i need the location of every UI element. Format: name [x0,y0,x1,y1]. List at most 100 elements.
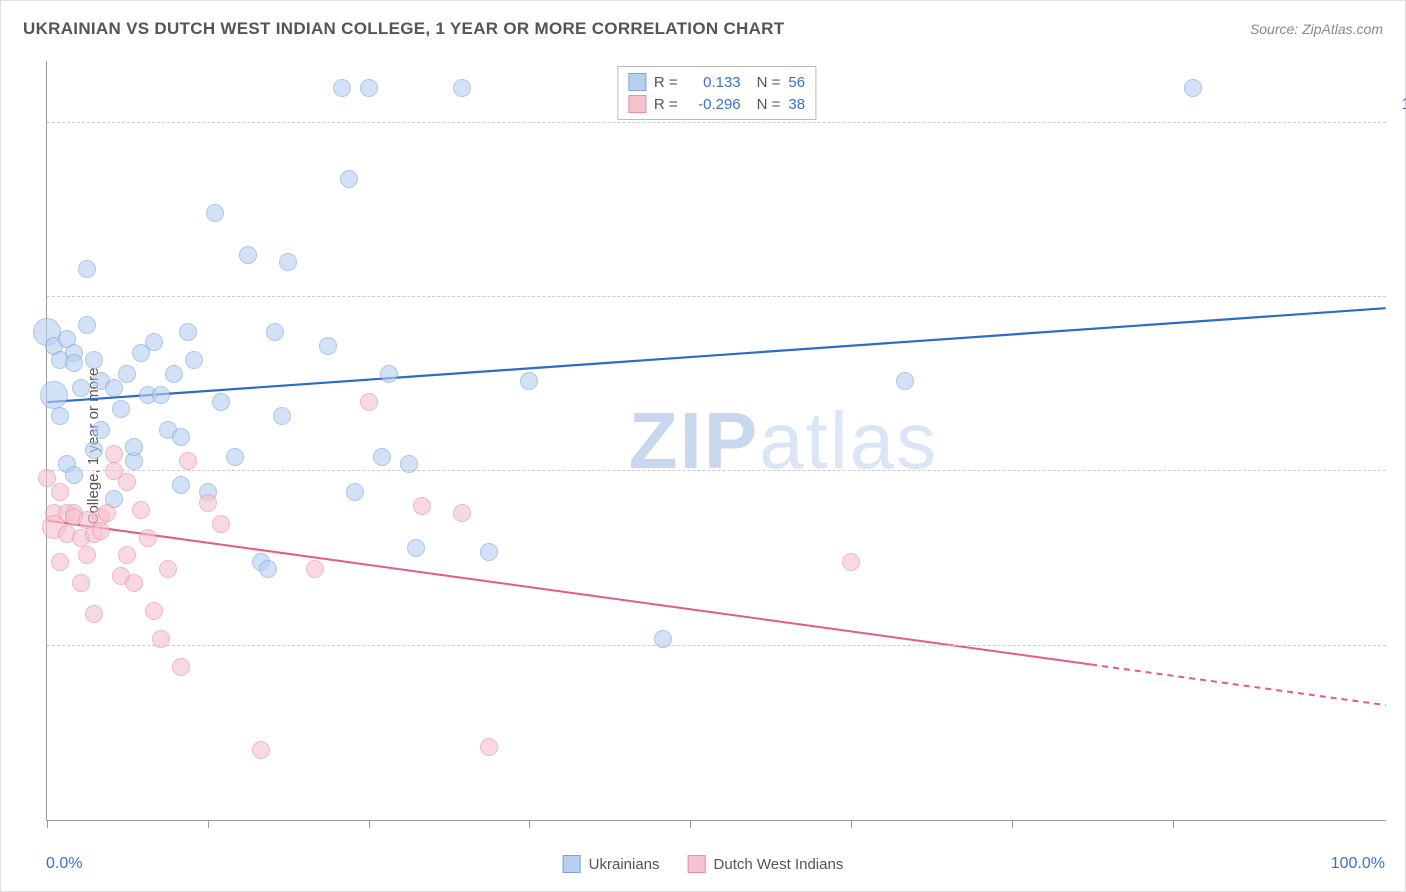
scatter-point [212,515,230,533]
n-label: N = [757,96,781,113]
source-text: Source: ZipAtlas.com [1250,21,1383,37]
scatter-point [72,379,90,397]
scatter-point [51,483,69,501]
scatter-point [319,337,337,355]
scatter-point [212,393,230,411]
legend-stat-row: R = -0.296 N = 38 [628,93,805,115]
scatter-point [1184,79,1202,97]
scatter-point [407,539,425,557]
scatter-point [51,407,69,425]
scatter-point [373,448,391,466]
x-tick [47,820,48,828]
legend-series-item: Dutch West Indians [688,855,844,873]
scatter-point [380,365,398,383]
scatter-point [92,421,110,439]
legend-swatch [628,73,646,91]
x-tick [208,820,209,828]
y-tick-label: 50.0% [1396,444,1406,462]
y-tick-label: 75.0% [1396,270,1406,288]
scatter-point [165,365,183,383]
scatter-point [185,351,203,369]
scatter-point [118,365,136,383]
scatter-point [40,381,68,409]
legend-series-item: Ukrainians [563,855,660,873]
scatter-point [118,473,136,491]
scatter-point [118,546,136,564]
scatter-point [266,323,284,341]
scatter-point [78,546,96,564]
chart-title: UKRAINIAN VS DUTCH WEST INDIAN COLLEGE, … [23,19,784,39]
scatter-point [172,476,190,494]
scatter-point [152,630,170,648]
scatter-point [179,452,197,470]
scatter-point [159,560,177,578]
r-value: -0.296 [686,96,741,113]
legend-swatch [628,95,646,113]
x-axis-max-label: 100.0% [1331,855,1385,873]
scatter-point [279,253,297,271]
scatter-point [132,501,150,519]
scatter-point [896,372,914,390]
r-value: 0.133 [686,74,741,91]
scatter-point [98,504,116,522]
scatter-point [85,441,103,459]
scatter-point [65,354,83,372]
r-label: R = [654,96,678,113]
grid-line [47,122,1386,123]
legend-series: Ukrainians Dutch West Indians [563,855,844,873]
x-tick [690,820,691,828]
legend-swatch [563,855,581,873]
scatter-point [125,574,143,592]
scatter-point [842,553,860,571]
scatter-point [226,448,244,466]
scatter-point [78,316,96,334]
x-axis-min-label: 0.0% [46,855,82,873]
legend-swatch [688,855,706,873]
scatter-point [85,351,103,369]
scatter-point [199,494,217,512]
legend-series-label: Dutch West Indians [714,856,844,873]
scatter-point [179,323,197,341]
r-label: R = [654,74,678,91]
x-tick [1012,820,1013,828]
trend-line [47,521,1091,665]
scatter-point [400,455,418,473]
scatter-point [38,469,56,487]
scatter-point [252,741,270,759]
grid-line [47,470,1386,471]
scatter-point [105,379,123,397]
x-tick [1173,820,1174,828]
scatter-point [480,543,498,561]
chart-container: UKRAINIAN VS DUTCH WEST INDIAN COLLEGE, … [0,0,1406,892]
scatter-point [152,386,170,404]
scatter-point [346,483,364,501]
n-value: 56 [788,74,805,91]
scatter-point [172,658,190,676]
scatter-point [51,553,69,571]
scatter-point [145,333,163,351]
grid-line [47,645,1386,646]
scatter-point [453,504,471,522]
scatter-point [139,529,157,547]
y-tick-label: 25.0% [1396,619,1406,637]
scatter-point [239,246,257,264]
scatter-point [360,79,378,97]
legend-series-label: Ukrainians [589,856,660,873]
plot-area: ZIPatlas R =0.133N =56R =-0.296N =38 25.… [46,61,1386,821]
legend-stat-row: R = 0.133 N = 56 [628,71,805,93]
n-label: N = [757,74,781,91]
scatter-point [360,393,378,411]
scatter-point [125,438,143,456]
scatter-point [480,738,498,756]
x-tick [851,820,852,828]
x-tick [369,820,370,828]
n-value: 38 [788,96,805,113]
trend-line-dashed [1091,665,1385,706]
scatter-point [145,602,163,620]
scatter-point [340,170,358,188]
scatter-point [520,372,538,390]
scatter-point [172,428,190,446]
scatter-point [105,445,123,463]
trend-line [47,308,1385,402]
y-tick-label: 100.0% [1396,96,1406,114]
